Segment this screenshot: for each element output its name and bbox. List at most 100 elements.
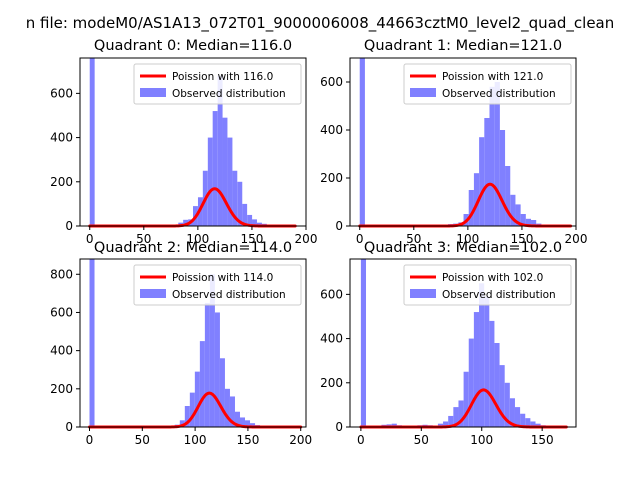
histogram-bar: [494, 82, 500, 226]
histogram-bar: [489, 86, 495, 226]
y-tick-label: 600: [50, 86, 73, 100]
histogram-bar: [520, 214, 526, 226]
plot-area: 0 50 100 150 200 0 200 400 600 Poission with 116.…: [50, 57, 317, 246]
figure-suptitle: n file: modeM0/AS1A13_072T01_9000006008_…: [26, 14, 615, 33]
histogram-bar: [448, 415, 454, 427]
subplot-title: Quadrant 1: Median=121.0: [364, 38, 562, 54]
histogram-bar: [242, 203, 248, 226]
histogram-bar: [525, 218, 532, 226]
axes-frame: [349, 57, 577, 227]
plot-area: 0 50 100 150 200 0 200 400 600 800 Poission with 1…: [50, 258, 312, 447]
histogram-bar: [209, 274, 215, 427]
axes-frame: [349, 258, 577, 428]
histogram-bar: [484, 118, 490, 226]
y-tick-label: 600: [50, 305, 73, 319]
x-tick-label: 150: [236, 433, 259, 447]
histogram-bar: [510, 194, 516, 226]
histogram-bar: [494, 343, 500, 427]
histogram-bar: [212, 111, 218, 226]
legend-swatch-histogram: [410, 289, 436, 298]
histogram-bar: [535, 423, 541, 427]
histogram-bar: [232, 170, 238, 226]
y-tick-label: 0: [335, 420, 343, 434]
histogram-bar: [515, 204, 521, 226]
histogram-bar: [189, 392, 195, 427]
histogram-bar: [443, 421, 449, 427]
histogram-bar: [219, 358, 225, 427]
x-tick-label: 150: [240, 232, 263, 246]
legend-swatch-histogram: [410, 88, 436, 97]
histogram-bar: [247, 214, 253, 226]
legend-box: [403, 264, 572, 306]
subplot-quadrant-1: Quadrant 1: Median=121.0 0 50 100 150 200 0 20…: [320, 38, 587, 246]
y-tick-label: 200: [50, 175, 73, 189]
histogram-bar: [237, 181, 243, 226]
y-tick-label: 0: [335, 219, 343, 233]
histogram-bar: [489, 320, 495, 427]
histogram-bar: [229, 396, 235, 427]
x-tick-label: 50: [135, 433, 150, 447]
histogram-bar: [214, 312, 220, 427]
histogram-bar: [257, 222, 262, 226]
x-tick-label: 0: [356, 232, 364, 246]
x-tick-label: 0: [357, 433, 365, 447]
histogram-bar: [437, 423, 444, 427]
histogram-bar: [245, 420, 251, 427]
axes-frame: [79, 258, 307, 428]
histogram-bar: [463, 371, 469, 427]
y-tick-label: 800: [50, 267, 73, 281]
y-tick-label: 400: [320, 123, 343, 137]
x-tick-label: 200: [565, 232, 588, 246]
subplot-quadrant-0: Quadrant 0: Median=116.0 0 50 100 150 200 0 20…: [50, 38, 317, 246]
legend-label: Poission with 116.0: [172, 71, 273, 83]
histogram-bar: [222, 117, 228, 226]
legend-swatch-histogram: [140, 289, 166, 298]
histogram-bar: [453, 407, 459, 427]
histogram-bar: [184, 406, 190, 427]
x-tick-label: 50: [136, 232, 151, 246]
histogram-bar: [89, 58, 95, 226]
x-tick-label: 100: [184, 433, 207, 447]
histogram-bar: [504, 382, 510, 427]
legend-label: Observed distribution: [172, 88, 286, 100]
histogram-bar: [468, 190, 474, 226]
histogram-bar: [520, 413, 526, 427]
subplot-title: Quadrant 3: Median=102.0: [364, 240, 562, 256]
histogram-bar: [252, 219, 257, 226]
y-tick-label: 0: [65, 219, 73, 233]
histogram-bar: [479, 137, 485, 226]
legend-box: [133, 264, 302, 306]
histogram-bar: [391, 423, 397, 427]
plot-area: 0 50 100 150 0 200 400 600 Poission with 102.0 Ob…: [320, 258, 577, 447]
x-tick-label: 50: [406, 232, 421, 246]
histogram-bar: [473, 312, 480, 427]
y-tick-label: 400: [50, 344, 73, 358]
histogram-bar: [359, 58, 365, 226]
histogram-bar: [179, 420, 185, 427]
histogram-bar: [360, 259, 367, 427]
y-tick-label: 0: [65, 420, 73, 434]
histogram-bar: [499, 365, 505, 427]
histogram-bar: [468, 338, 474, 427]
x-tick-label: 50: [414, 433, 429, 447]
histogram-bar: [514, 407, 521, 427]
legend-label: Poission with 102.0: [442, 272, 543, 284]
histogram-bar: [250, 423, 256, 427]
y-tick-label: 200: [320, 376, 343, 390]
histogram-bar: [499, 130, 506, 226]
histogram-bar: [194, 371, 200, 427]
histogram-bar: [207, 137, 213, 226]
y-tick-label: 400: [50, 131, 73, 145]
histogram-bar: [473, 173, 480, 226]
legend-label: Poission with 121.0: [442, 71, 543, 83]
histogram-bar: [234, 411, 240, 427]
x-tick-label: 150: [510, 232, 533, 246]
histogram-bar: [239, 417, 246, 427]
legend-label: Observed distribution: [172, 289, 286, 301]
histogram-bar: [217, 75, 223, 227]
histogram-bar: [199, 341, 205, 427]
histogram-bar: [484, 296, 490, 427]
y-tick-label: 400: [320, 332, 343, 346]
y-tick-label: 600: [320, 287, 343, 301]
